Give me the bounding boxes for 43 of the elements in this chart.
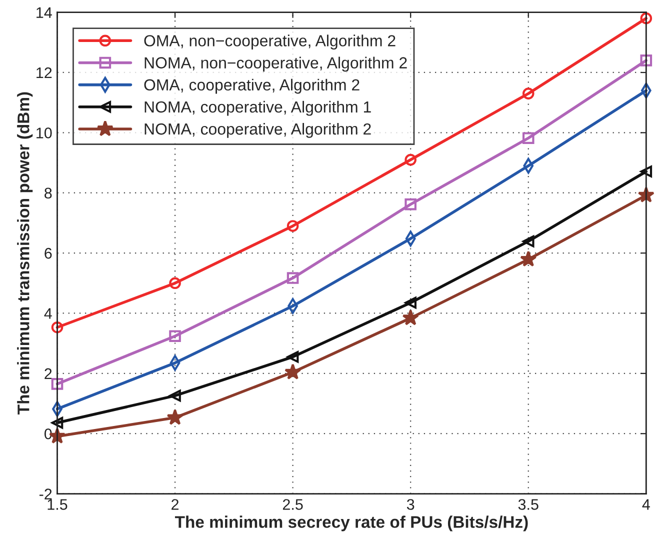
y-tick-label: 2 <box>44 368 52 379</box>
point <box>522 132 534 144</box>
point <box>640 166 652 178</box>
point <box>404 198 416 210</box>
legend-label: OMA, cooperative, Algorithm 2 <box>144 78 360 94</box>
point <box>404 154 416 166</box>
point <box>51 378 64 390</box>
legend-label: NOMA, cooperative, Algorithm 1 <box>144 100 371 116</box>
point <box>402 309 419 326</box>
point <box>286 272 299 284</box>
legend-label: NOMA, non−cooperative, Algorithm 2 <box>144 56 407 72</box>
x-tick-label: 4 <box>642 499 650 510</box>
point <box>284 364 302 380</box>
y-tick-label: 14 <box>36 7 52 18</box>
y-tick-label: 8 <box>44 188 52 199</box>
point <box>404 296 416 309</box>
point <box>520 250 537 267</box>
point <box>286 220 299 232</box>
point <box>51 321 64 334</box>
x-tick-label: 2 <box>172 499 179 510</box>
y-tick-label: 12 <box>36 67 52 78</box>
point <box>169 390 181 402</box>
x-axis-title: The minimum secrecy rate of PUs (Bits/s/Hz) <box>174 516 528 532</box>
y-tick-label: 4 <box>44 308 52 319</box>
point <box>522 88 534 100</box>
y-tick-label: 10 <box>36 128 52 138</box>
legend-label: OMA, non−cooperative, Algorithm 2 <box>144 34 396 50</box>
legend-label: NOMA, cooperative, Algorithm 2 <box>144 122 371 138</box>
point <box>51 416 64 429</box>
x-tick-label: 3 <box>406 499 414 510</box>
point <box>640 54 652 66</box>
point <box>640 12 652 24</box>
point <box>522 235 534 248</box>
y-tick-label: -2 <box>39 488 52 500</box>
point <box>286 350 299 363</box>
point <box>169 277 181 290</box>
point <box>166 408 184 425</box>
x-tick-label: 3.5 <box>518 499 538 510</box>
x-tick-label: 1.5 <box>48 499 68 510</box>
y-tick-label: 6 <box>44 248 52 259</box>
y-axis-title: The minimum transmission power (dBm) <box>17 92 33 414</box>
point <box>169 330 181 342</box>
x-tick-label: 2.5 <box>282 499 303 510</box>
